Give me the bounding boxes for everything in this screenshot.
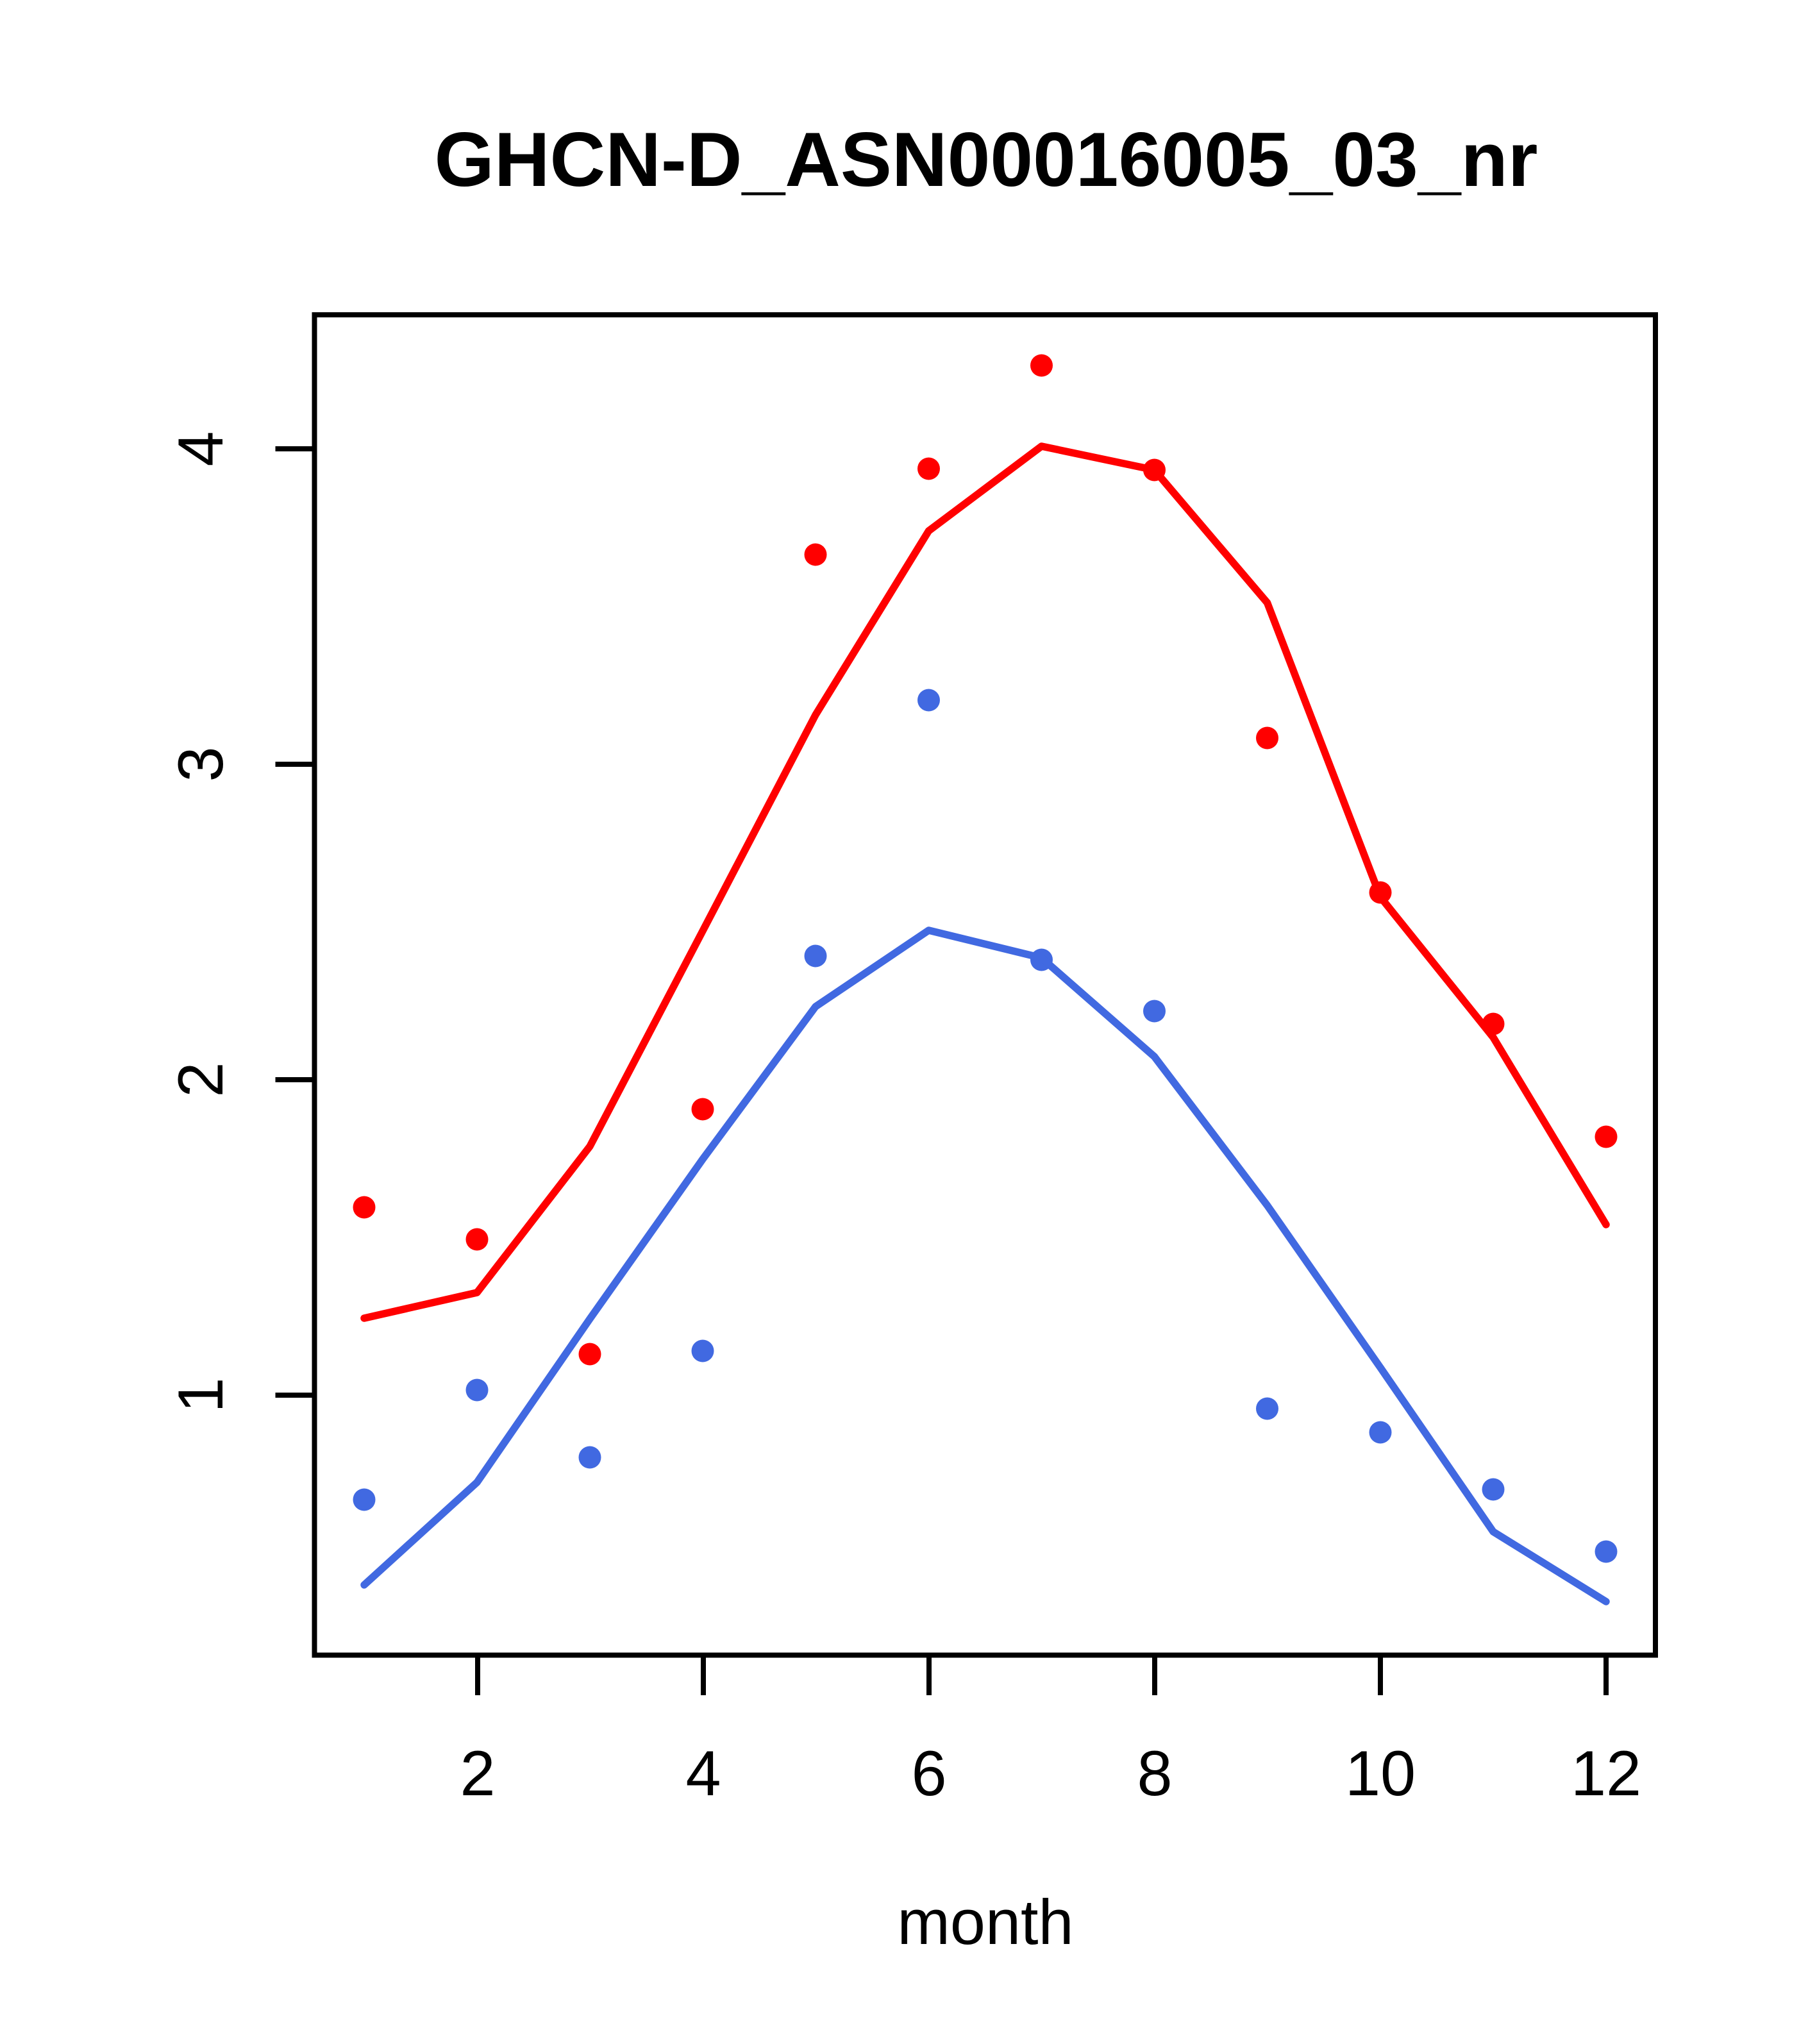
svg-text:4: 4 <box>685 1738 721 1809</box>
svg-text:month: month <box>897 1886 1073 1957</box>
svg-text:12: 12 <box>1571 1738 1641 1809</box>
svg-text:2: 2 <box>165 1062 236 1097</box>
svg-text:1: 1 <box>165 1377 236 1412</box>
svg-text:GHCN-D_ASN00016005_03_nr: GHCN-D_ASN00016005_03_nr <box>435 117 1538 203</box>
svg-text:8: 8 <box>1137 1738 1172 1809</box>
svg-text:4: 4 <box>165 431 236 466</box>
svg-text:2: 2 <box>460 1738 495 1809</box>
svg-text:6: 6 <box>911 1738 946 1809</box>
svg-text:10: 10 <box>1345 1738 1416 1809</box>
svg-text:3: 3 <box>165 746 236 782</box>
